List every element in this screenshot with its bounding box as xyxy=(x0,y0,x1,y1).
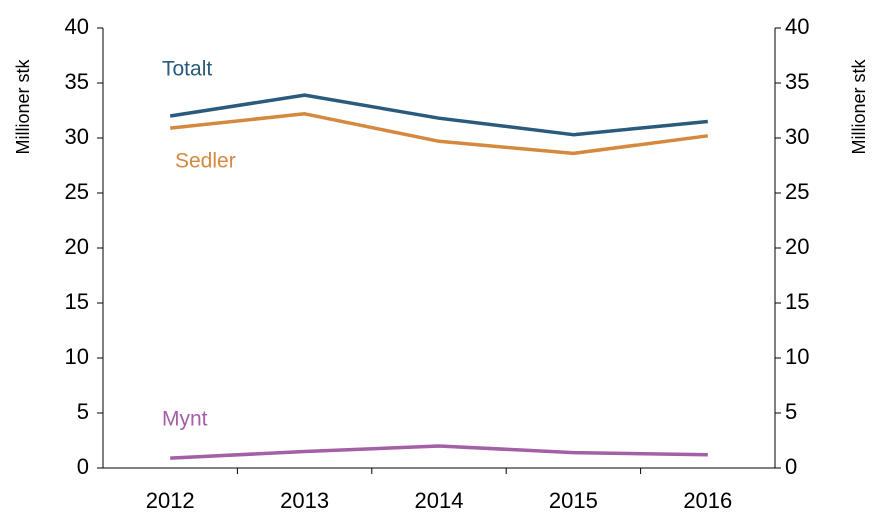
x-tick-label: 2012 xyxy=(146,488,195,513)
y2-axis-label: Millioner stk xyxy=(849,58,869,154)
x-tick-label: 2013 xyxy=(280,488,329,513)
series-line xyxy=(170,444,708,460)
x-tick-label: 2014 xyxy=(415,488,464,513)
y2-tick-label: 10 xyxy=(785,344,809,369)
y-tick-label: 40 xyxy=(65,14,89,39)
y2-tick-label: 30 xyxy=(785,124,809,149)
y-tick-label: 35 xyxy=(65,69,89,94)
y-tick-label: 10 xyxy=(65,344,89,369)
y2-tick-label: 35 xyxy=(785,69,809,94)
y2-tick-label: 25 xyxy=(785,179,809,204)
y2-tick-label: 0 xyxy=(785,454,797,479)
series-label: Totalt xyxy=(162,58,212,81)
y2-tick-label: 40 xyxy=(785,14,809,39)
y-tick-label: 5 xyxy=(77,399,89,424)
y-tick-label: 30 xyxy=(65,124,89,149)
series-label: Mynt xyxy=(162,408,208,431)
series-label: Sedler xyxy=(175,150,236,173)
y2-tick-label: 15 xyxy=(785,289,809,314)
x-tick-label: 2015 xyxy=(549,488,598,513)
x-tick-label: 2016 xyxy=(683,488,732,513)
y-tick-label: 0 xyxy=(77,454,89,479)
y2-tick-label: 20 xyxy=(785,234,809,259)
y-axis-label: Millioner stk xyxy=(13,58,33,154)
series-line xyxy=(169,93,708,137)
series-line xyxy=(170,112,709,156)
y2-tick-label: 5 xyxy=(785,399,797,424)
y-tick-label: 20 xyxy=(65,234,89,259)
y-tick-label: 15 xyxy=(65,289,89,314)
y-tick-label: 25 xyxy=(65,179,89,204)
